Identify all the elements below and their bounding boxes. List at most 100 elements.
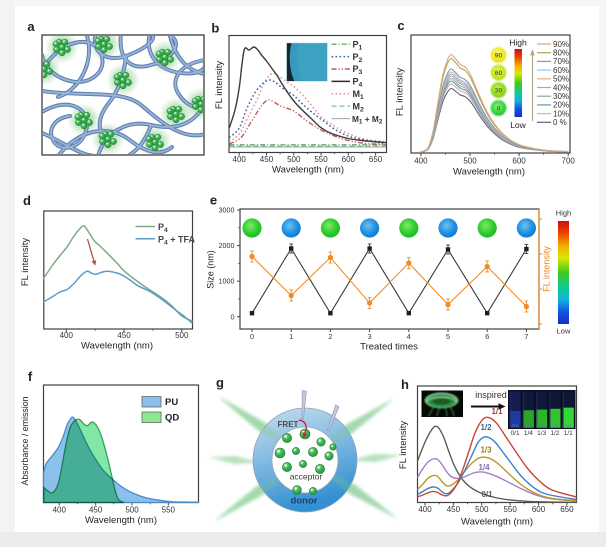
svg-text:1/3: 1/3 xyxy=(539,423,546,428)
svg-text:Wavelength (nm): Wavelength (nm) xyxy=(272,165,344,176)
svg-text:2: 2 xyxy=(328,332,332,341)
svg-text:50%: 50% xyxy=(553,75,569,84)
svg-text:P4: P4 xyxy=(353,77,363,89)
svg-text:Wavelength (nm): Wavelength (nm) xyxy=(81,341,153,352)
svg-text:550: 550 xyxy=(314,155,328,164)
svg-text:10%: 10% xyxy=(553,109,569,118)
svg-text:QD: QD xyxy=(165,413,179,424)
svg-text:FL intensity: FL intensity xyxy=(542,246,552,292)
svg-text:acceptor: acceptor xyxy=(290,472,323,482)
svg-text:700: 700 xyxy=(562,157,576,166)
svg-text:450: 450 xyxy=(447,505,461,514)
svg-text:1/3: 1/3 xyxy=(480,446,492,455)
svg-text:500: 500 xyxy=(463,157,477,166)
svg-text:2000: 2000 xyxy=(219,241,235,250)
svg-text:FL intensity: FL intensity xyxy=(20,238,31,286)
svg-text:80%: 80% xyxy=(553,49,569,58)
svg-text:20%: 20% xyxy=(553,101,569,110)
svg-text:30: 30 xyxy=(495,87,503,94)
svg-text:M1 + M2: M1 + M2 xyxy=(352,114,383,126)
svg-text:7: 7 xyxy=(524,332,528,341)
svg-text:30%: 30% xyxy=(553,92,569,101)
svg-text:600: 600 xyxy=(342,155,356,164)
svg-text:d: d xyxy=(23,193,31,208)
svg-text:High: High xyxy=(556,209,571,218)
svg-text:450: 450 xyxy=(89,505,103,514)
svg-text:650: 650 xyxy=(369,155,383,164)
svg-text:donor: donor xyxy=(291,496,318,507)
svg-text:400: 400 xyxy=(414,157,428,166)
svg-text:450: 450 xyxy=(117,331,131,340)
svg-text:450: 450 xyxy=(260,155,274,164)
svg-text:1/2: 1/2 xyxy=(480,423,492,432)
svg-text:400: 400 xyxy=(418,505,432,514)
svg-text:b: b xyxy=(211,21,219,36)
svg-text:0/1: 0/1 xyxy=(481,490,493,499)
svg-text:70%: 70% xyxy=(553,57,569,66)
svg-text:P4 + TFA: P4 + TFA xyxy=(158,234,196,246)
svg-text:Treated times: Treated times xyxy=(360,342,418,353)
svg-text:Wavelength (nm): Wavelength (nm) xyxy=(461,517,533,528)
svg-text:550: 550 xyxy=(162,505,176,514)
svg-text:e: e xyxy=(210,193,217,208)
svg-text:500: 500 xyxy=(125,505,139,514)
svg-text:400: 400 xyxy=(53,505,67,514)
svg-text:FL intensity: FL intensity xyxy=(398,421,409,469)
svg-text:90%: 90% xyxy=(553,40,569,49)
svg-text:5: 5 xyxy=(446,332,450,341)
svg-text:h: h xyxy=(401,377,409,392)
svg-text:P2: P2 xyxy=(353,52,363,64)
svg-text:a: a xyxy=(27,19,35,34)
svg-text:400: 400 xyxy=(60,331,74,340)
svg-text:c: c xyxy=(397,18,404,33)
svg-text:600: 600 xyxy=(512,157,526,166)
svg-text:f: f xyxy=(28,369,33,384)
svg-text:FL intensity: FL intensity xyxy=(395,68,406,116)
svg-text:1/4: 1/4 xyxy=(478,463,490,472)
svg-text:6: 6 xyxy=(485,332,489,341)
svg-text:1/1: 1/1 xyxy=(564,430,573,437)
svg-text:inspired: inspired xyxy=(475,390,507,400)
svg-text:0/1: 0/1 xyxy=(511,430,520,437)
svg-text:P1: P1 xyxy=(353,39,363,51)
svg-text:P4: P4 xyxy=(158,222,168,234)
svg-text:0: 0 xyxy=(231,312,235,321)
svg-text:1/1: 1/1 xyxy=(565,423,572,428)
svg-text:P3: P3 xyxy=(353,64,363,76)
svg-text:60%: 60% xyxy=(553,66,569,75)
svg-text:0: 0 xyxy=(497,105,501,112)
svg-text:FRET: FRET xyxy=(278,420,299,429)
svg-text:90: 90 xyxy=(495,52,503,59)
svg-text:Wavelength (nm): Wavelength (nm) xyxy=(85,515,157,526)
svg-text:500: 500 xyxy=(475,505,489,514)
svg-text:550: 550 xyxy=(503,505,517,514)
svg-text:Low: Low xyxy=(510,120,526,130)
svg-text:1/1: 1/1 xyxy=(491,407,503,416)
svg-text:60: 60 xyxy=(495,70,503,77)
svg-text:650: 650 xyxy=(560,505,574,514)
svg-text:1/3: 1/3 xyxy=(537,430,546,437)
svg-text:400: 400 xyxy=(233,155,247,164)
svg-text:1000: 1000 xyxy=(219,277,235,286)
svg-text:1/2: 1/2 xyxy=(550,430,559,437)
svg-text:600: 600 xyxy=(532,505,546,514)
svg-text:0/1: 0/1 xyxy=(512,423,519,428)
svg-text:Wavelength (nm): Wavelength (nm) xyxy=(453,167,525,178)
svg-text:1/2: 1/2 xyxy=(552,423,559,428)
svg-text:1/4: 1/4 xyxy=(524,430,533,437)
svg-text:M1: M1 xyxy=(353,89,365,101)
svg-text:1: 1 xyxy=(289,332,293,341)
svg-text:500: 500 xyxy=(175,331,189,340)
svg-text:Low: Low xyxy=(557,327,571,336)
svg-text:g: g xyxy=(216,375,224,390)
svg-text:FL intensity: FL intensity xyxy=(214,61,225,109)
svg-text:500: 500 xyxy=(287,155,301,164)
svg-text:0: 0 xyxy=(250,332,254,341)
svg-text:0 %: 0 % xyxy=(553,118,567,127)
svg-text:4: 4 xyxy=(407,332,411,341)
svg-text:High: High xyxy=(509,38,527,48)
svg-text:PU: PU xyxy=(165,397,178,408)
svg-text:40%: 40% xyxy=(553,83,569,92)
svg-text:M2: M2 xyxy=(353,101,365,113)
svg-text:Absorbance / emission: Absorbance / emission xyxy=(20,396,30,485)
